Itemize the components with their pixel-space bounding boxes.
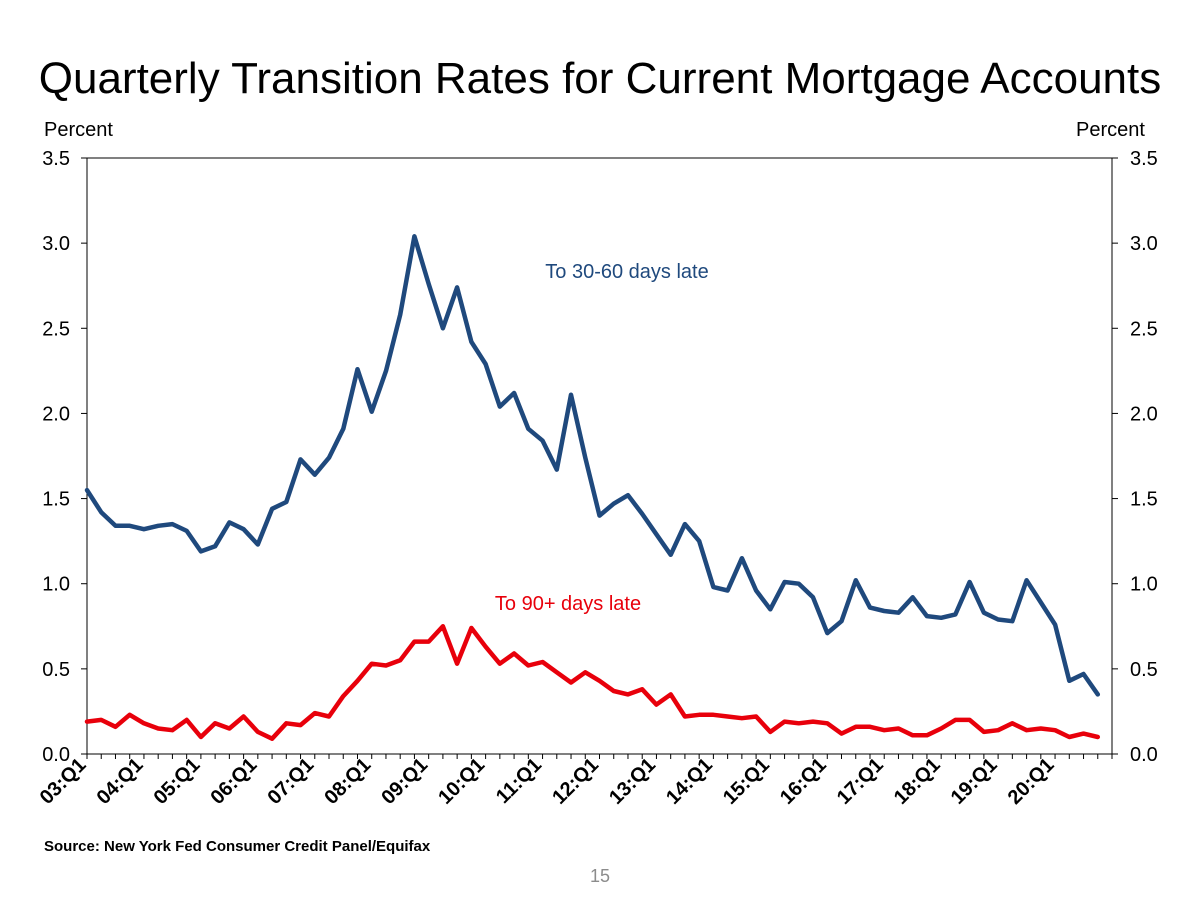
- series-label-30-60-days-late: To 30-60 days late: [545, 261, 708, 283]
- y-tick-label-right: 3.5: [1130, 148, 1158, 170]
- x-tick-label: 15:Q1: [719, 754, 774, 809]
- x-tick-label: 13:Q1: [605, 754, 660, 809]
- series-label-90-plus-days-late: To 90+ days late: [495, 593, 641, 615]
- left-axis-unit-label: Percent: [44, 119, 113, 141]
- x-tick-label: 04:Q1: [93, 754, 148, 809]
- y-tick-label-left: 2.0: [42, 403, 70, 425]
- y-tick-label-left: 0.0: [42, 744, 70, 766]
- plot-frame: [86, 157, 1113, 755]
- x-tick-label: 08:Q1: [320, 754, 375, 809]
- x-tick-label: 10:Q1: [434, 754, 489, 809]
- y-tick-label-right: 0.0: [1130, 744, 1158, 766]
- y-tick-label-left: 3.5: [42, 148, 70, 170]
- x-tick-label: 17:Q1: [833, 754, 888, 809]
- y-tick-label-left: 0.5: [42, 659, 70, 681]
- x-tick-label: 18:Q1: [890, 754, 945, 809]
- y-tick-label-right: 2.0: [1130, 403, 1158, 425]
- y-tick-label-left: 3.0: [42, 233, 70, 255]
- y-tick-label-right: 0.5: [1130, 659, 1158, 681]
- y-tick-label-left: 1.5: [42, 489, 70, 511]
- x-tick-label: 16:Q1: [776, 754, 831, 809]
- y-tick-label-left: 2.5: [42, 318, 70, 340]
- page-number: 15: [589, 866, 611, 886]
- x-tick-label: 14:Q1: [662, 754, 717, 809]
- right-axis-unit-label: Percent: [1076, 119, 1145, 141]
- chart-title: Quarterly Transition Rates for Current M…: [38, 54, 1162, 103]
- source-note: Source: New York Fed Consumer Credit Pan…: [44, 838, 431, 855]
- x-tick-label: 11:Q1: [492, 754, 546, 808]
- x-tick-label: 05:Q1: [150, 754, 205, 809]
- x-tick-label: 07:Q1: [263, 754, 318, 809]
- y-tick-label-right: 1.5: [1130, 489, 1158, 511]
- y-tick-label-right: 3.0: [1130, 233, 1158, 255]
- x-tick-label: 06:Q1: [207, 754, 262, 809]
- series-line-90-plus-days-late: [84, 624, 1101, 741]
- series-line-30-60-days-late: [84, 234, 1101, 697]
- x-tick-label: 20:Q1: [1004, 754, 1059, 809]
- y-tick-label-right: 2.5: [1130, 318, 1158, 340]
- x-tick-label: 19:Q1: [947, 754, 1002, 809]
- y-tick-label-right: 1.0: [1130, 574, 1158, 596]
- x-tick-label: 12:Q1: [548, 754, 603, 809]
- x-tick-label: 09:Q1: [377, 754, 432, 809]
- y-tick-label-left: 1.0: [42, 574, 70, 596]
